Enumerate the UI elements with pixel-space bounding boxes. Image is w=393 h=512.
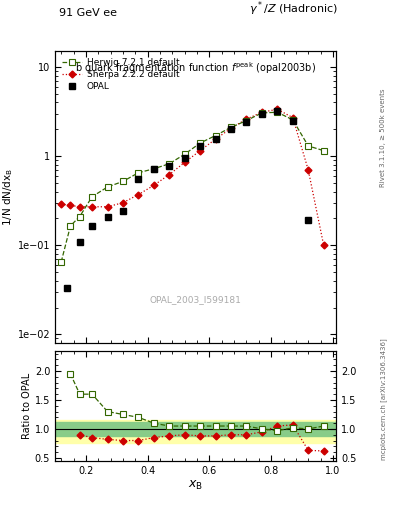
Sherpa 2.2.2 default	[244, 116, 249, 122]
Line: OPAL: OPAL	[64, 108, 312, 292]
Herwig 7.2.1 default	[182, 151, 187, 157]
Sherpa 2.2.2 default	[77, 204, 82, 210]
Herwig 7.2.1 default	[151, 166, 156, 172]
Text: OPAL_2003_I599181: OPAL_2003_I599181	[150, 295, 241, 304]
Line: Herwig 7.2.1 default: Herwig 7.2.1 default	[58, 109, 327, 265]
OPAL	[90, 223, 94, 229]
Line: Sherpa 2.2.2 default: Sherpa 2.2.2 default	[59, 107, 326, 248]
OPAL	[121, 208, 125, 215]
Sherpa 2.2.2 default	[182, 159, 187, 165]
Sherpa 2.2.2 default	[321, 242, 326, 248]
Sherpa 2.2.2 default	[136, 191, 141, 198]
OPAL	[77, 239, 82, 245]
Herwig 7.2.1 default	[105, 184, 110, 190]
Herwig 7.2.1 default	[275, 109, 280, 115]
Herwig 7.2.1 default	[198, 140, 202, 146]
OPAL	[290, 118, 295, 124]
Bar	[55, 422, 336, 436]
OPAL	[229, 126, 233, 132]
OPAL	[244, 119, 249, 125]
Sherpa 2.2.2 default	[90, 204, 94, 210]
OPAL	[105, 214, 110, 220]
OPAL	[198, 143, 202, 149]
Text: 91 GeV ee: 91 GeV ee	[59, 8, 117, 18]
Sherpa 2.2.2 default	[259, 109, 264, 115]
Text: mcplots.cern.ch [arXiv:1306.3436]: mcplots.cern.ch [arXiv:1306.3436]	[380, 338, 387, 460]
Sherpa 2.2.2 default	[198, 147, 202, 154]
Herwig 7.2.1 default	[77, 214, 82, 220]
Sherpa 2.2.2 default	[151, 182, 156, 188]
Y-axis label: Ratio to OPAL: Ratio to OPAL	[22, 373, 32, 439]
Herwig 7.2.1 default	[244, 118, 249, 124]
Sherpa 2.2.2 default	[306, 167, 310, 173]
OPAL	[151, 166, 156, 172]
OPAL	[213, 136, 218, 142]
Sherpa 2.2.2 default	[59, 201, 64, 207]
Herwig 7.2.1 default	[259, 110, 264, 116]
Sherpa 2.2.2 default	[229, 125, 233, 132]
Sherpa 2.2.2 default	[275, 106, 280, 112]
OPAL	[65, 285, 70, 291]
Sherpa 2.2.2 default	[68, 202, 73, 208]
Herwig 7.2.1 default	[229, 124, 233, 131]
OPAL	[259, 111, 264, 117]
Herwig 7.2.1 default	[59, 259, 64, 265]
Herwig 7.2.1 default	[90, 194, 94, 200]
Herwig 7.2.1 default	[321, 147, 326, 154]
Sherpa 2.2.2 default	[213, 136, 218, 142]
Sherpa 2.2.2 default	[167, 172, 172, 178]
Herwig 7.2.1 default	[167, 161, 172, 167]
X-axis label: $x_\mathregular{B}$: $x_\mathregular{B}$	[188, 478, 203, 492]
Herwig 7.2.1 default	[68, 223, 73, 229]
OPAL	[167, 163, 172, 169]
Herwig 7.2.1 default	[290, 117, 295, 123]
OPAL	[136, 176, 141, 182]
Text: $\gamma^*/Z$ (Hadronic): $\gamma^*/Z$ (Hadronic)	[249, 0, 338, 18]
Sherpa 2.2.2 default	[105, 204, 110, 210]
OPAL	[182, 155, 187, 161]
Bar	[55, 420, 336, 443]
Herwig 7.2.1 default	[213, 133, 218, 139]
Herwig 7.2.1 default	[306, 143, 310, 149]
Herwig 7.2.1 default	[136, 169, 141, 176]
Sherpa 2.2.2 default	[290, 115, 295, 121]
OPAL	[306, 217, 310, 223]
Text: b quark fragmentation function $f^{\rm peak}$ (opal2003b): b quark fragmentation function $f^{\rm p…	[75, 60, 316, 76]
Y-axis label: 1/N dN/dx$_\mathregular{B}$: 1/N dN/dx$_\mathregular{B}$	[1, 168, 15, 226]
OPAL	[275, 108, 280, 114]
Text: Rivet 3.1.10, ≥ 500k events: Rivet 3.1.10, ≥ 500k events	[380, 89, 386, 187]
Sherpa 2.2.2 default	[121, 200, 125, 206]
Herwig 7.2.1 default	[121, 178, 125, 184]
Legend: Herwig 7.2.1 default, Sherpa 2.2.2 default, OPAL: Herwig 7.2.1 default, Sherpa 2.2.2 defau…	[59, 56, 182, 94]
